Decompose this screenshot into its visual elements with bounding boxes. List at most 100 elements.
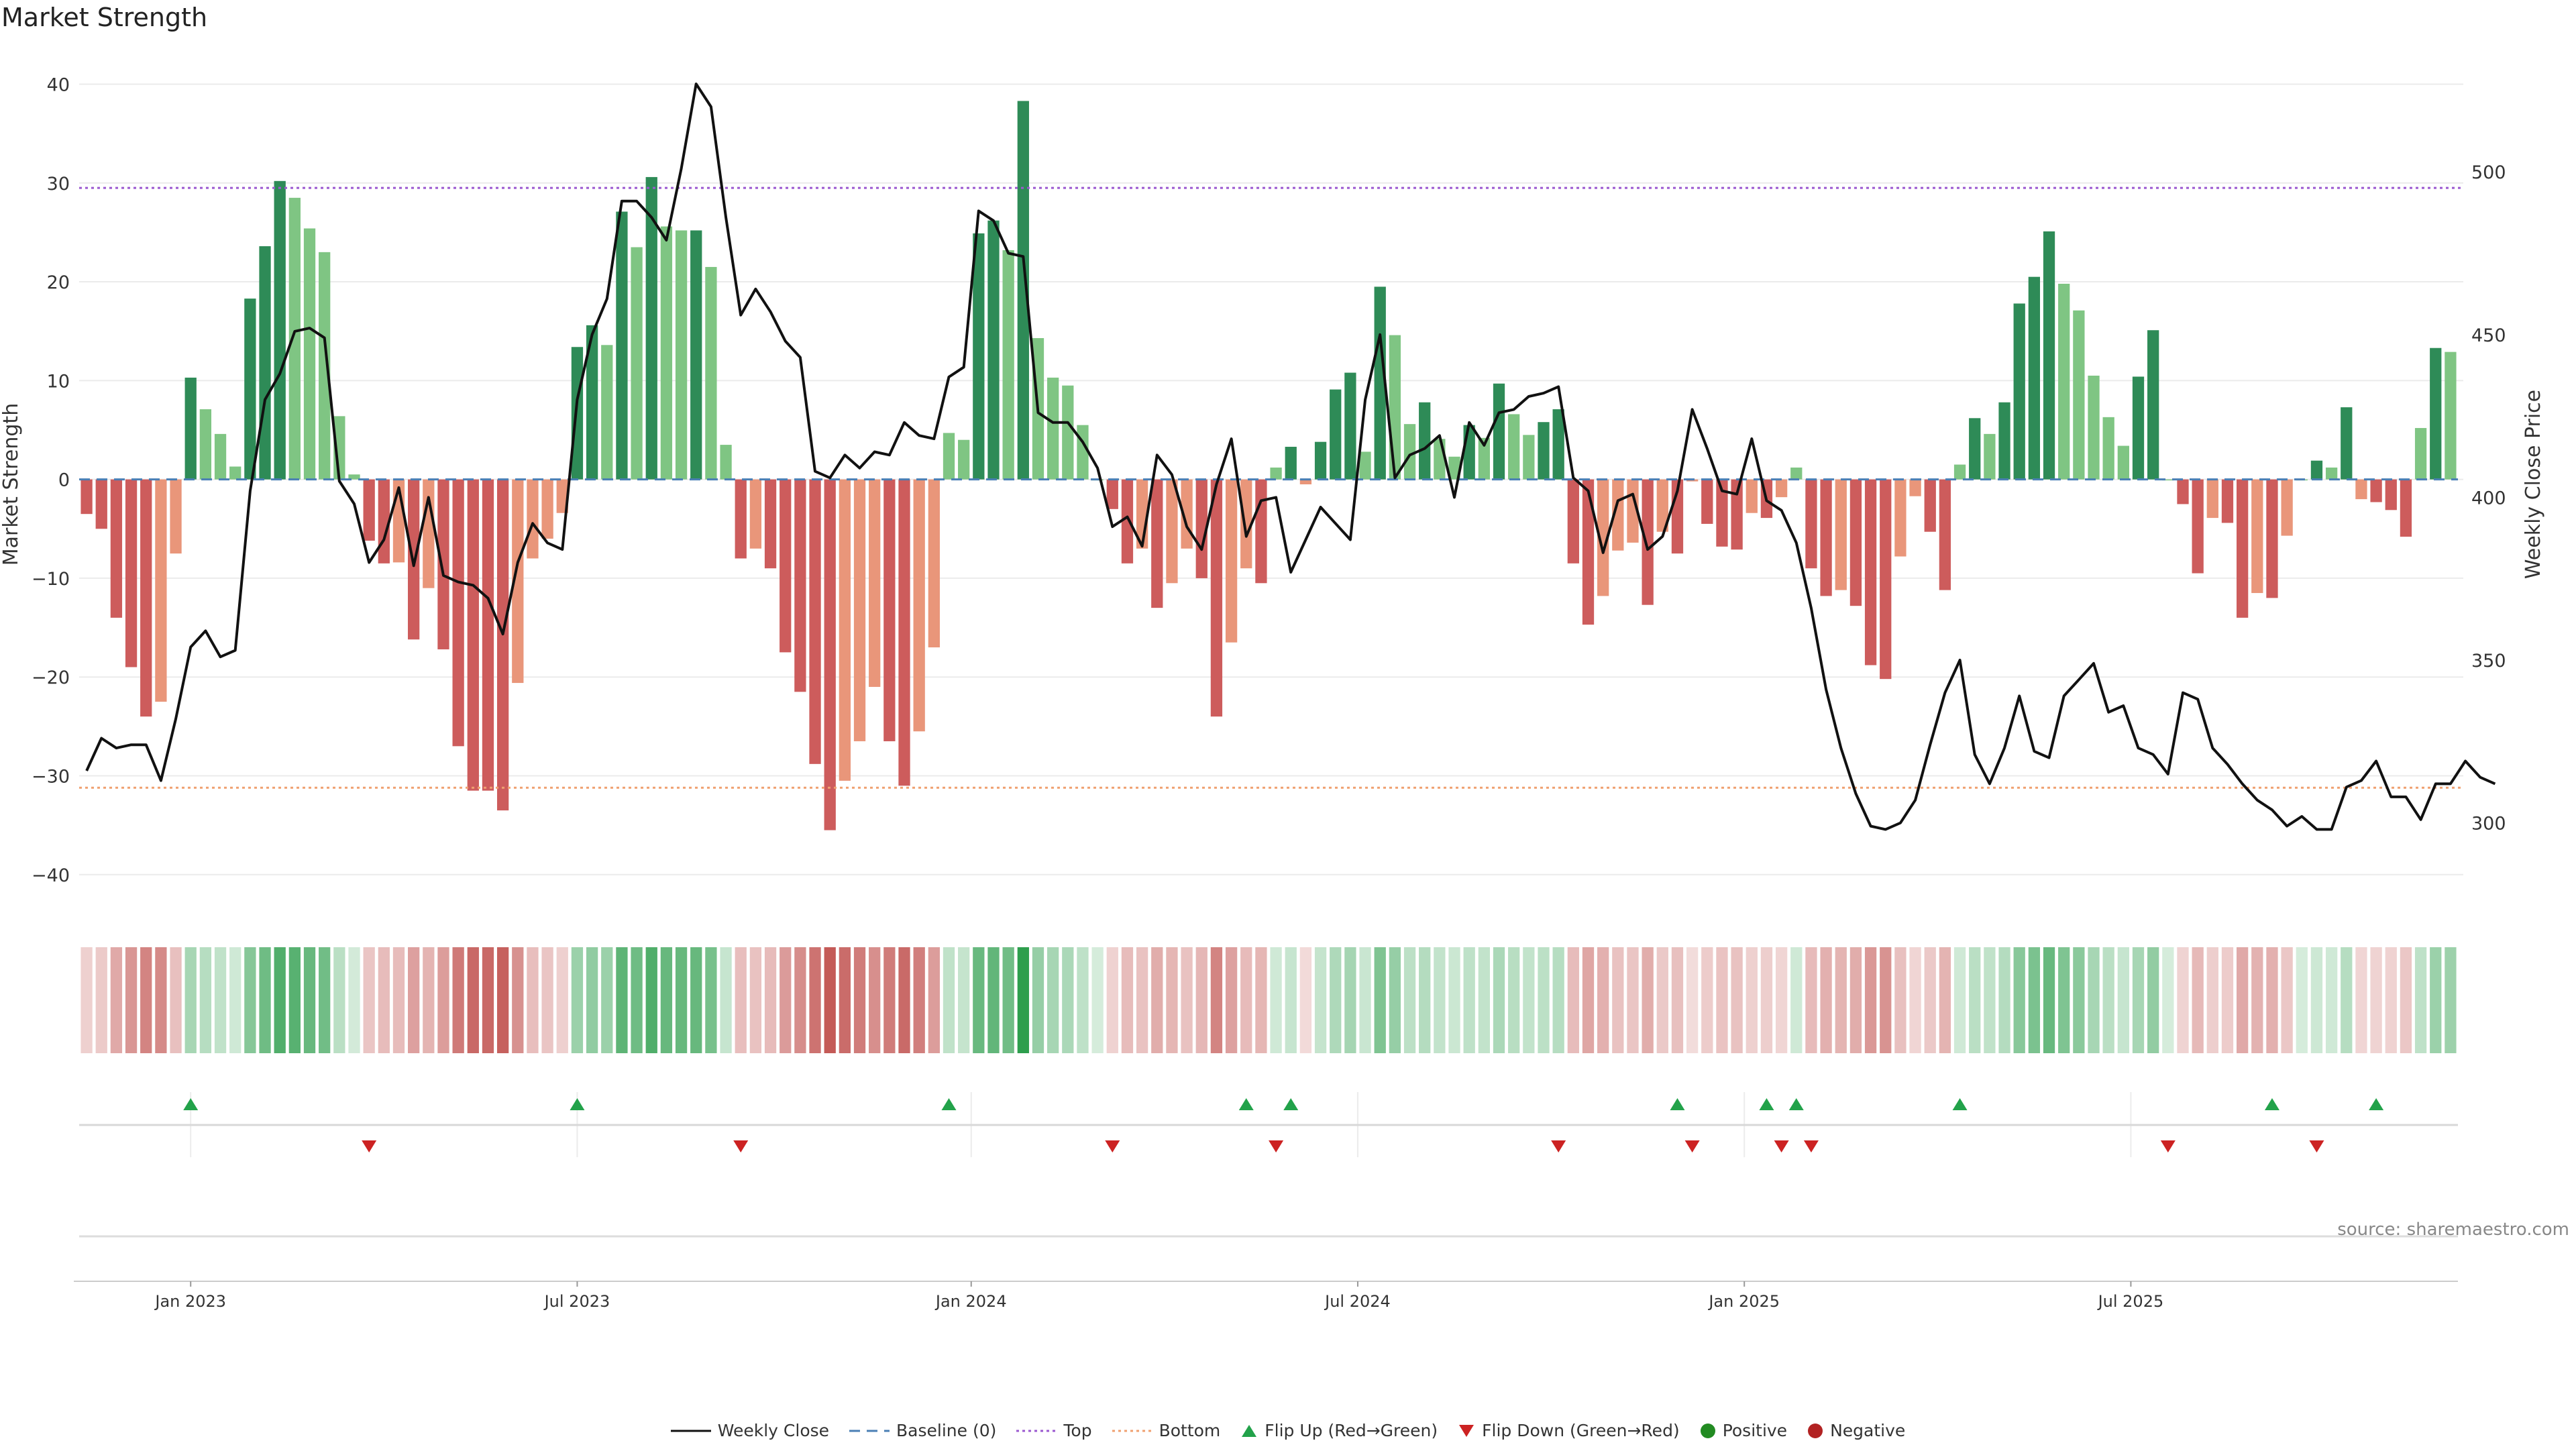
y-tick-label: −10 bbox=[32, 569, 70, 590]
heat-cell bbox=[1389, 947, 1401, 1053]
y-axis-title: Market Strength bbox=[0, 403, 23, 566]
heat-cell bbox=[1463, 947, 1475, 1053]
heat-cell bbox=[80, 947, 93, 1053]
strength-bar bbox=[1805, 479, 1817, 569]
strength-bar bbox=[913, 479, 925, 732]
strength-bar bbox=[2266, 479, 2278, 598]
heat-cell bbox=[1403, 947, 1416, 1053]
strength-bar bbox=[928, 479, 940, 648]
strength-bar bbox=[512, 479, 524, 684]
strength-bar bbox=[1984, 433, 1996, 480]
flip-up-marker bbox=[1788, 1098, 1804, 1110]
heat-cell bbox=[631, 947, 643, 1053]
y-tick-label: 20 bbox=[47, 272, 70, 293]
strength-bar bbox=[2430, 347, 2442, 480]
heat-cell bbox=[1002, 947, 1014, 1053]
strength-bar bbox=[601, 345, 613, 480]
heat-cell bbox=[1642, 947, 1654, 1053]
heat-cell bbox=[2445, 947, 2457, 1053]
strength-bar bbox=[987, 220, 1000, 480]
flip-up-marker bbox=[2369, 1098, 2384, 1110]
strength-bar bbox=[1864, 479, 1877, 665]
heat-cell bbox=[1790, 947, 1803, 1053]
heat-cell bbox=[199, 947, 212, 1053]
strength-bar bbox=[288, 197, 301, 480]
strength-bar bbox=[1953, 464, 1966, 480]
heat-cell bbox=[1939, 947, 1951, 1053]
strength-bar bbox=[824, 479, 836, 830]
strength-bar bbox=[1419, 402, 1431, 480]
heat-cell bbox=[1314, 947, 1327, 1053]
heat-cell bbox=[645, 947, 657, 1053]
legend-label: Positive bbox=[1722, 1421, 1788, 1440]
x-tick-label: Jul 2023 bbox=[543, 1292, 610, 1311]
heat-cell bbox=[2266, 947, 2278, 1053]
strength-bar bbox=[2073, 310, 2085, 480]
heat-cell bbox=[1195, 947, 1208, 1053]
strength-bar bbox=[1538, 422, 1550, 480]
strength-bar bbox=[244, 299, 256, 480]
heat-cell bbox=[527, 947, 539, 1053]
strength-bar bbox=[541, 479, 553, 539]
strength-bar bbox=[1240, 479, 1252, 569]
heat-cell bbox=[125, 947, 138, 1053]
heat-cell bbox=[378, 947, 390, 1053]
heat-cell bbox=[512, 947, 524, 1053]
strength-bar bbox=[764, 479, 777, 569]
strength-bar bbox=[794, 479, 806, 692]
strength-bar bbox=[1597, 479, 1609, 596]
strength-bar bbox=[869, 479, 881, 687]
strength-bar bbox=[1998, 402, 2010, 480]
legend-label: Top bbox=[1063, 1421, 1092, 1440]
strength-bar bbox=[973, 233, 985, 480]
circle-icon bbox=[1808, 1423, 1823, 1438]
heat-cell bbox=[1864, 947, 1877, 1053]
heat-cell bbox=[1612, 947, 1624, 1053]
heat-cell bbox=[2073, 947, 2085, 1053]
flip-up-marker bbox=[183, 1098, 199, 1110]
strength-bar bbox=[1255, 479, 1267, 584]
flip-down-marker bbox=[1803, 1140, 1819, 1152]
strength-bar bbox=[184, 377, 197, 480]
strength-bar bbox=[2013, 303, 2025, 480]
heat-cell bbox=[660, 947, 673, 1053]
strength-bar bbox=[140, 479, 152, 717]
strength-bar bbox=[1701, 479, 1713, 524]
heat-cell bbox=[95, 947, 107, 1053]
strength-bar bbox=[616, 211, 628, 480]
heat-cell bbox=[184, 947, 197, 1053]
strength-bar bbox=[319, 252, 331, 480]
heat-cell bbox=[452, 947, 464, 1053]
heat-cell bbox=[1062, 947, 1074, 1053]
heat-cell bbox=[1998, 947, 2010, 1053]
legend-dotted-line-icon bbox=[1112, 1430, 1152, 1432]
heat-cell bbox=[408, 947, 420, 1053]
strength-bar bbox=[720, 445, 732, 480]
heat-cell bbox=[1701, 947, 1713, 1053]
heat-cell bbox=[1478, 947, 1490, 1053]
strength-bar bbox=[199, 409, 212, 480]
y-tick-label: −20 bbox=[32, 667, 70, 688]
heat-cell bbox=[1255, 947, 1267, 1053]
heat-cell bbox=[1746, 947, 1758, 1053]
strength-bar bbox=[1121, 479, 1134, 564]
strength-bar bbox=[95, 479, 107, 529]
heat-cell bbox=[1032, 947, 1044, 1053]
y-tick-label: 10 bbox=[47, 371, 70, 392]
strength-bar bbox=[2370, 479, 2382, 502]
weekly-close-line bbox=[85, 83, 2496, 831]
strength-bar bbox=[839, 479, 851, 781]
heat-cell bbox=[1359, 947, 1371, 1053]
heat-cell bbox=[1047, 947, 1059, 1053]
flip-down-marker bbox=[1774, 1140, 1789, 1152]
strength-bar bbox=[675, 230, 688, 480]
legend-weekly-close: Weekly Close bbox=[670, 1421, 829, 1440]
heat-cell bbox=[1121, 947, 1134, 1053]
flip-down-marker bbox=[733, 1140, 749, 1152]
heat-cell bbox=[2132, 947, 2145, 1053]
strength-bar bbox=[2102, 417, 2114, 480]
heat-cell bbox=[853, 947, 866, 1053]
strength-bar bbox=[110, 479, 123, 618]
strength-bar bbox=[883, 479, 896, 741]
heat-cell bbox=[1210, 947, 1223, 1053]
